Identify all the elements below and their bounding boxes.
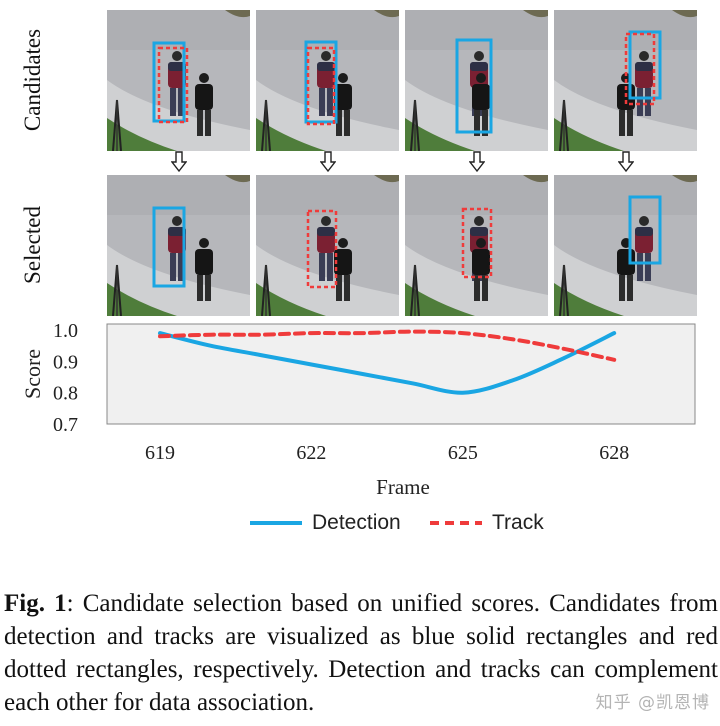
track-box (624, 32, 656, 106)
legend-item-detection: Detection (248, 508, 401, 538)
legend-label-track: Track (492, 511, 544, 534)
candidate-frame-628 (554, 10, 697, 151)
detection-box (152, 206, 186, 288)
legend-swatch-detection (250, 521, 302, 525)
y-tick-label: 1.0 (53, 320, 78, 342)
candidate-frame-625 (405, 10, 548, 151)
series-line-track (158, 329, 617, 362)
series-line-detection (158, 331, 617, 395)
y-tick-label: 0.9 (53, 351, 78, 373)
down-arrow-icon (170, 151, 187, 173)
frame-image (107, 175, 250, 316)
track-box (157, 46, 189, 124)
detection-box (304, 40, 338, 124)
caption-label: Fig. 1 (4, 590, 67, 617)
y-tick-label: 0.8 (53, 383, 78, 405)
down-arrow-icon (319, 151, 336, 173)
selected-frame-628 (554, 175, 697, 316)
legend-label-detection: Detection (312, 511, 401, 534)
candidate-frame-619 (107, 10, 250, 151)
candidate-frame-622 (256, 10, 399, 151)
down-arrow-icon (468, 151, 485, 173)
row-label-selected: Selected (20, 206, 45, 284)
x-axis-label: Frame (376, 475, 430, 499)
frame-image (405, 175, 548, 316)
frame-image (554, 10, 697, 151)
watermark: 知乎 @凯恩博 (595, 693, 710, 713)
caption-text: : Candidate selection based on unified s… (4, 590, 719, 716)
selected-frame-625 (405, 175, 548, 316)
legend-swatch-track (430, 521, 482, 525)
row-label-candidates: Candidates (20, 28, 45, 132)
track-box (306, 209, 338, 289)
x-tick-label: 619 (145, 442, 175, 464)
x-tick-label: 625 (448, 442, 478, 464)
frame-image (405, 10, 548, 151)
frame-image (256, 175, 399, 316)
score-chart: 1.0 0.9 0.8 0.7 Score 619 622 625 628 Frame (20, 320, 696, 499)
figure-caption: Fig. 1: Candidate selection based on uni… (4, 587, 718, 719)
detection-box (628, 195, 662, 265)
y-tick-label: 0.7 (53, 414, 78, 436)
y-axis-label: Score (20, 349, 45, 399)
detection-box (628, 30, 662, 100)
x-tick-label: 628 (599, 442, 629, 464)
down-arrow-icon (617, 151, 634, 173)
frame-image (256, 10, 399, 151)
frame-image (107, 10, 250, 151)
figure: Candidates Selected 1.0 0.9 0.8 0.7 Score 619… (20, 10, 697, 538)
track-box (461, 207, 493, 279)
selected-frame-619 (107, 175, 250, 316)
x-tick-label: 622 (296, 442, 326, 464)
legend-item-track: Track (428, 508, 544, 538)
selected-frame-622 (256, 175, 399, 316)
frame-image (554, 175, 697, 316)
track-box (306, 46, 336, 126)
detection-box (455, 38, 493, 134)
